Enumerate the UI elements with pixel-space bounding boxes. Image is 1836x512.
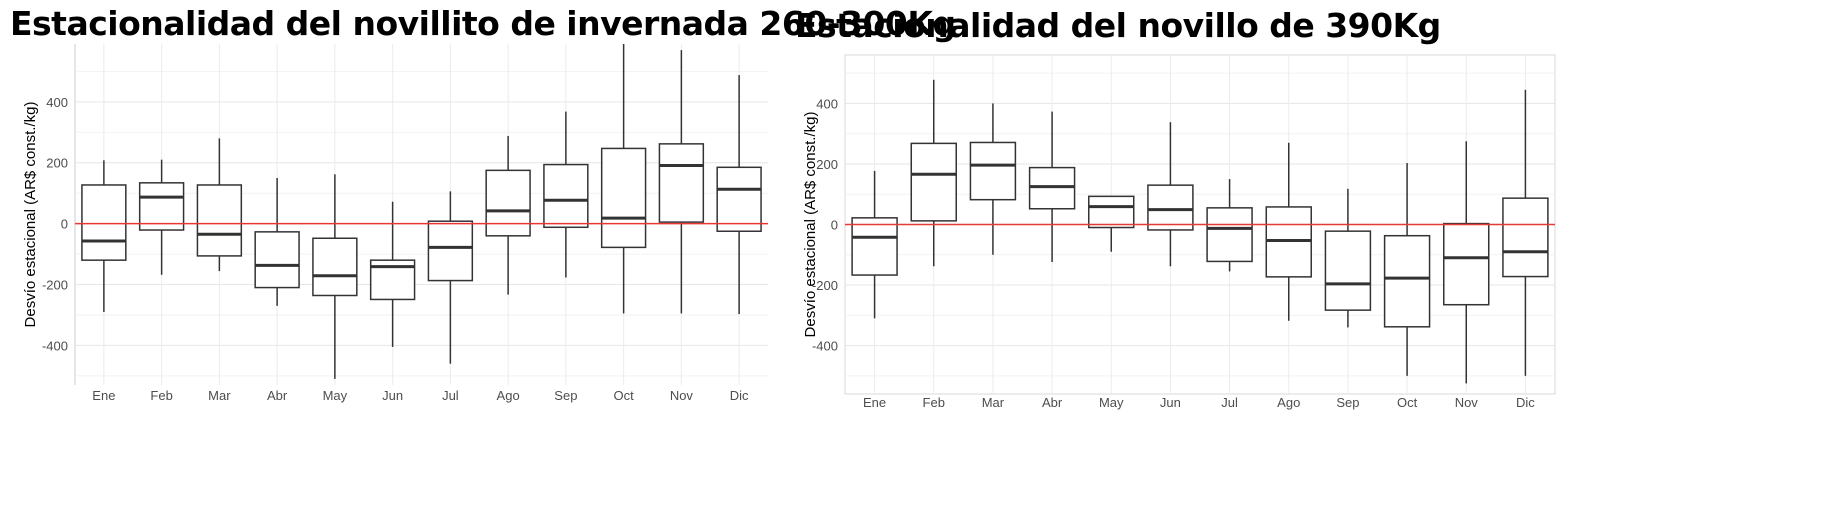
x-tick-label: Abr xyxy=(267,388,288,403)
box-iqr xyxy=(1443,222,1490,306)
y-tick-label: 400 xyxy=(46,95,68,110)
y-tick-label: -200 xyxy=(812,278,838,293)
x-tick-label: Ene xyxy=(863,395,886,410)
x-tick-label: Abr xyxy=(1042,395,1063,410)
x-tick-label: Nov xyxy=(670,388,694,403)
y-tick-label: 200 xyxy=(46,156,68,171)
chart-title-left: Estacionalidad del novillito de invernad… xyxy=(10,4,956,43)
y-axis-label: Desvío estacional (AR$ const./kg) xyxy=(802,112,819,338)
box-iqr xyxy=(658,143,705,223)
box-iqr xyxy=(600,147,647,249)
box-iqr xyxy=(138,182,185,231)
x-tick-label: Nov xyxy=(1455,395,1479,410)
x-tick-label: Ago xyxy=(497,388,520,403)
box-iqr xyxy=(485,169,531,237)
x-tick-label: Dic xyxy=(730,388,749,403)
x-tick-label: May xyxy=(1099,395,1124,410)
box-iqr xyxy=(1028,166,1076,210)
box-iqr xyxy=(1324,230,1372,311)
box-iqr xyxy=(1383,234,1431,328)
box-iqr xyxy=(1088,195,1135,229)
box-iqr xyxy=(81,184,127,261)
x-tick-label: Mar xyxy=(982,395,1005,410)
box-iqr xyxy=(543,163,589,229)
y-tick-label: 400 xyxy=(816,96,838,111)
x-tick-label: Sep xyxy=(1336,395,1359,410)
box-iqr xyxy=(427,220,474,282)
x-tick-label: Jul xyxy=(1221,395,1238,410)
box-iqr xyxy=(312,237,358,297)
box-iqr xyxy=(1206,207,1253,263)
box-iqr xyxy=(1147,184,1194,231)
box-iqr xyxy=(716,166,762,232)
y-tick-label: -400 xyxy=(812,339,838,354)
chart-title-right: Estacionalidad del novillo de 390Kg xyxy=(795,6,1441,45)
x-tick-label: Mar xyxy=(208,388,231,403)
y-tick-label: 0 xyxy=(831,218,838,233)
box-iqr xyxy=(851,217,898,276)
x-tick-label: Feb xyxy=(923,395,945,410)
box-iqr xyxy=(910,142,957,222)
box-iqr xyxy=(969,141,1017,201)
x-tick-label: Ene xyxy=(92,388,115,403)
x-tick-label: Jul xyxy=(442,388,459,403)
x-tick-label: Feb xyxy=(150,388,172,403)
y-axis-label: Desvío estacional (AR$ const./kg) xyxy=(22,102,39,328)
x-tick-label: Sep xyxy=(554,388,577,403)
x-tick-label: Oct xyxy=(1397,395,1418,410)
y-tick-label: 0 xyxy=(61,217,68,232)
y-tick-label: 200 xyxy=(816,157,838,172)
y-tick-label: -200 xyxy=(42,278,68,293)
x-tick-label: Dic xyxy=(1516,395,1535,410)
x-tick-label: May xyxy=(323,388,348,403)
x-tick-label: Jun xyxy=(382,388,403,403)
x-tick-label: Oct xyxy=(614,388,635,403)
y-tick-label: -400 xyxy=(42,338,68,353)
box-iqr xyxy=(254,231,300,289)
box-iqr xyxy=(1502,197,1549,278)
box-iqr xyxy=(196,184,243,257)
x-tick-label: Jun xyxy=(1160,395,1181,410)
x-tick-label: Ago xyxy=(1277,395,1300,410)
